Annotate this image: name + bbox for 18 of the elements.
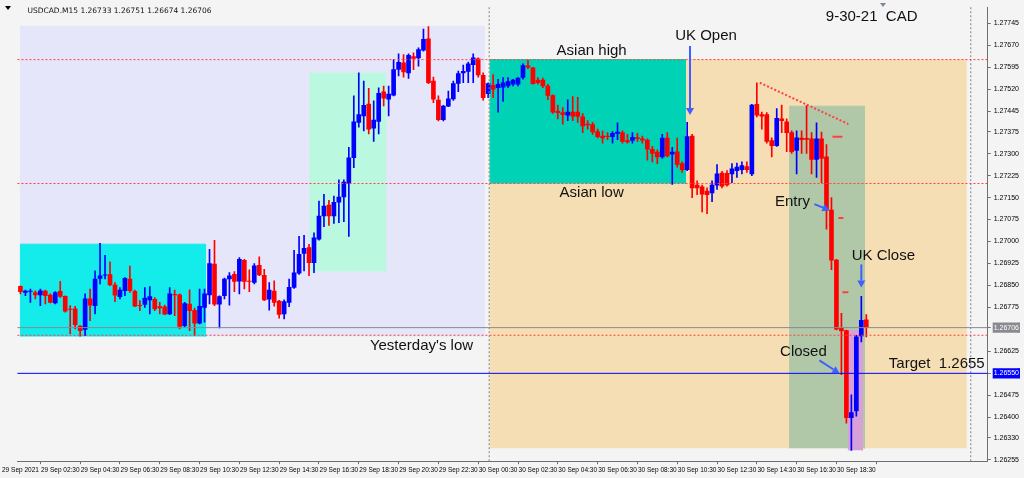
candlestick — [669, 146, 675, 185]
candlestick — [470, 53, 476, 84]
annotation: Asian low — [559, 182, 624, 200]
candlestick — [97, 242, 103, 285]
annotation: Entry — [774, 192, 811, 210]
annotation: Asian high — [556, 40, 627, 58]
candlestick — [570, 96, 576, 121]
annotation: UK Open — [675, 26, 737, 44]
candlestick — [147, 286, 153, 315]
annotation: Yesterday's low — [369, 336, 474, 354]
candlestick — [565, 99, 571, 121]
annotation: Closed — [780, 342, 827, 360]
candlestick — [102, 254, 108, 280]
annotation: UK Close — [851, 245, 915, 263]
chart-subtitle: 9-30-21 CAD — [825, 7, 918, 25]
candlestick — [779, 104, 785, 133]
ref-line-label: Target 1.2655 — [888, 354, 985, 372]
candlestick — [490, 74, 496, 99]
